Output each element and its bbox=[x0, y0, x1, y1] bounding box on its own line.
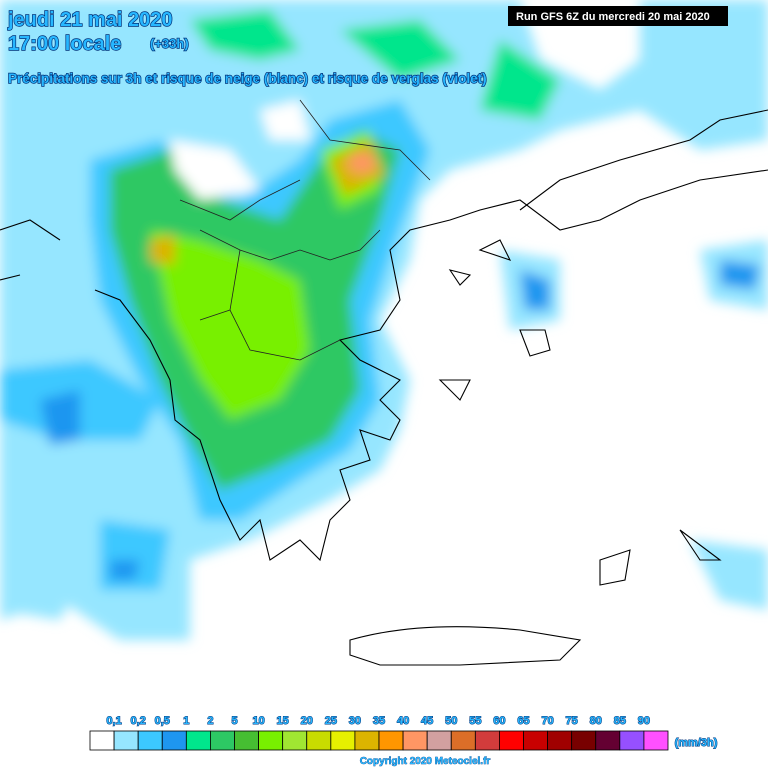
forecast-lead: (+33h) bbox=[150, 36, 189, 51]
legend: (mm/3h) Copyright 2020 Meteociel.fr 0,1 0… bbox=[0, 715, 768, 768]
legend-swatch bbox=[499, 730, 524, 751]
legend-label: 65 bbox=[517, 715, 529, 727]
legend-swatch bbox=[89, 730, 115, 751]
legend-swatch bbox=[210, 730, 235, 751]
run-box bbox=[508, 6, 728, 26]
legend-swatch bbox=[571, 730, 597, 751]
legend-swatch bbox=[450, 730, 476, 751]
borders bbox=[179, 99, 431, 361]
legend-swatch bbox=[378, 730, 404, 751]
legend-swatch bbox=[595, 730, 621, 751]
map-subtitle: Précipitations sur 3h et risque de neige… bbox=[8, 71, 487, 86]
copyright: Copyright 2020 Meteociel.fr bbox=[360, 756, 491, 767]
legend-swatch bbox=[258, 730, 284, 751]
legend-label: 10 bbox=[252, 715, 264, 727]
forecast-date: jeudi 21 mai 2020 bbox=[7, 9, 173, 31]
legend-label: 15 bbox=[277, 715, 289, 727]
legend-label: 45 bbox=[421, 715, 433, 727]
legend-label: 0,5 bbox=[155, 715, 170, 727]
legend-label: 2 bbox=[207, 715, 213, 727]
legend-label: 80 bbox=[590, 715, 602, 727]
precipitation-field bbox=[0, 0, 768, 640]
header: jeudi 21 mai 2020 17:00 locale (+33h) Pr… bbox=[6, 6, 728, 87]
legend-swatch bbox=[523, 730, 548, 751]
legend-label: 30 bbox=[349, 715, 361, 727]
legend-label: 0,2 bbox=[131, 715, 146, 727]
legend-swatch bbox=[113, 730, 139, 751]
legend-swatch bbox=[619, 730, 645, 751]
forecast-time: 17:00 locale bbox=[8, 33, 121, 55]
run-info: Run GFS 6Z du mercredi 20 mai 2020 bbox=[516, 11, 710, 23]
legend-label: 70 bbox=[541, 715, 553, 727]
legend-swatch bbox=[402, 730, 428, 751]
legend-swatch bbox=[330, 730, 356, 751]
legend-label: 35 bbox=[373, 715, 385, 727]
legend-swatch bbox=[643, 730, 669, 751]
legend-swatch bbox=[185, 730, 211, 751]
legend-swatch bbox=[354, 730, 380, 751]
legend-label: 5 bbox=[231, 715, 237, 727]
legend-label: 0,1 bbox=[106, 715, 121, 727]
legend-swatch bbox=[474, 730, 500, 751]
legend-swatch bbox=[306, 730, 332, 751]
legend-label: 20 bbox=[301, 715, 313, 727]
legend-label: 60 bbox=[493, 715, 505, 727]
legend-swatch bbox=[137, 730, 163, 751]
legend-label: 50 bbox=[445, 715, 457, 727]
legend-label: 55 bbox=[469, 715, 481, 727]
legend-label: 75 bbox=[566, 715, 578, 727]
legend-swatch bbox=[161, 730, 187, 751]
legend-label: 85 bbox=[614, 715, 626, 727]
legend-unit: (mm/3h) bbox=[675, 737, 718, 749]
legend-swatch bbox=[234, 730, 259, 751]
legend-swatch bbox=[426, 730, 452, 751]
legend-label: 1 bbox=[183, 715, 189, 727]
legend-label: 90 bbox=[638, 715, 650, 727]
legend-swatch bbox=[547, 730, 573, 751]
legend-swatch bbox=[282, 730, 308, 751]
legend-label: 25 bbox=[325, 715, 337, 727]
legend-label: 40 bbox=[397, 715, 409, 727]
coastlines bbox=[0, 109, 768, 666]
